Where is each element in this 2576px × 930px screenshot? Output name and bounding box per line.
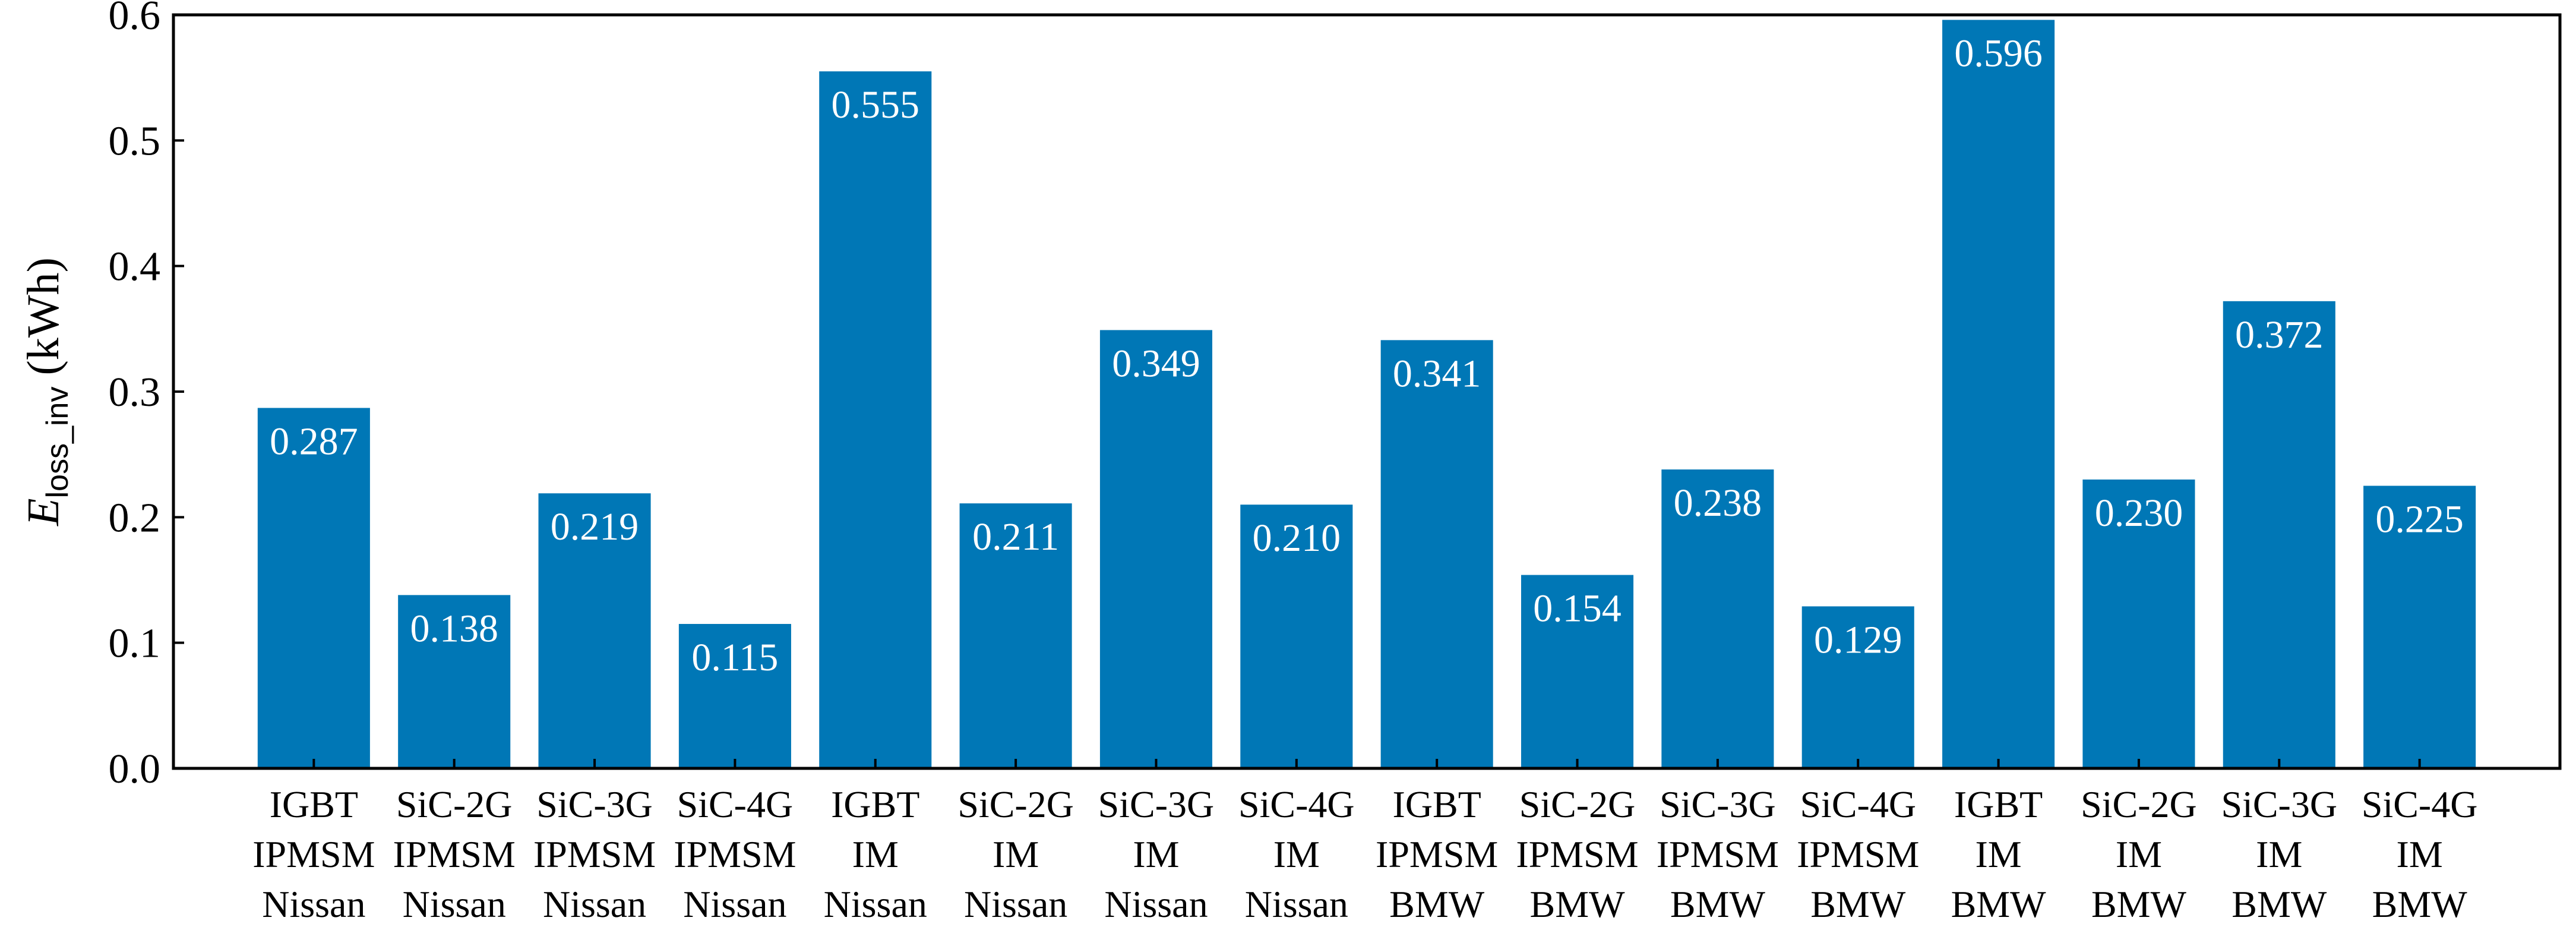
bar-value-label-3: 0.115: [691, 636, 778, 679]
y-axis: 0.0 0.1 0.2 0.3 0.4 0.5 0.6: [109, 0, 184, 792]
x-tick-label-9-line-2: BMW: [1530, 883, 1626, 925]
x-tick-label-1-line-2: Nissan: [403, 883, 506, 925]
x-tick-label-15-line-1: IM: [2397, 833, 2443, 875]
bar-6: [1099, 330, 1213, 768]
x-tick-label-14-line-1: IM: [2256, 833, 2302, 875]
x-tick-label-1-line-0: SiC-2G: [396, 783, 513, 825]
x-tick-label-15-line-0: SiC-4G: [2362, 783, 2478, 825]
bar-value-label-0: 0.287: [270, 420, 358, 463]
x-tick-label-1-line-1: IPMSM: [393, 833, 516, 875]
x-tick-label-8-line-0: IGBT: [1393, 783, 1481, 825]
bar-value-labels: 0.287 0.138 0.219 0.115 0.555 0.211 0.349 0.210…: [270, 31, 2464, 679]
y-axis-title-unit: (kWh): [18, 257, 68, 386]
bar-9: [1521, 575, 1634, 768]
y-axis-title-subscript: loss_inv: [40, 387, 75, 499]
x-tick-label-14-line-0: SiC-3G: [2221, 783, 2337, 825]
bar-7: [1240, 505, 1353, 768]
y-axis-title: Eloss_inv (kWh): [18, 257, 75, 527]
bar-13: [2082, 479, 2195, 768]
x-tick-label-13-line-1: IM: [2116, 833, 2162, 875]
bar-0: [257, 408, 370, 768]
y-tick-label-3: 0.3: [109, 370, 161, 415]
x-tick-label-15-line-2: BMW: [2372, 883, 2468, 925]
x-tick-label-7-line-2: Nissan: [1245, 883, 1348, 925]
x-tick-label-11-line-2: BMW: [1810, 883, 1906, 925]
x-tick-label-0-line-1: IPMSM: [252, 833, 375, 875]
y-tick-label-1: 0.1: [109, 621, 161, 667]
x-tick-label-10-line-1: IPMSM: [1657, 833, 1779, 875]
x-tick-label-2-line-0: SiC-3G: [536, 783, 653, 825]
bar-5: [959, 503, 1072, 768]
x-tick-label-6-line-0: SiC-3G: [1098, 783, 1215, 825]
x-tick-label-6-line-1: IM: [1133, 833, 1179, 875]
plot-frame: [172, 13, 2562, 770]
x-tick-label-9-line-0: SiC-2G: [1519, 783, 1636, 825]
x-tick-label-3-line-1: IPMSM: [674, 833, 796, 875]
bar-value-label-7: 0.210: [1253, 516, 1341, 560]
bar-14: [2223, 301, 2335, 769]
x-tick-label-4-line-0: IGBT: [831, 783, 919, 825]
bar-value-label-15: 0.225: [2375, 498, 2464, 541]
bar-value-label-13: 0.230: [2095, 491, 2183, 535]
bar-4: [819, 71, 932, 769]
bar-1: [398, 595, 511, 768]
y-axis-title-symbol: E: [18, 498, 68, 526]
bar-10: [1661, 469, 1774, 768]
x-tick-label-12-line-2: BMW: [1951, 883, 2047, 925]
x-tick-label-14-line-2: BMW: [2232, 883, 2327, 925]
bar-value-label-4: 0.555: [832, 83, 920, 127]
x-tick-label-12-line-0: IGBT: [1954, 783, 2043, 825]
x-tick-label-0-line-2: Nissan: [262, 883, 365, 925]
bar-value-label-11: 0.129: [1814, 618, 1902, 661]
bar-2: [538, 493, 651, 768]
bar-value-label-5: 0.211: [972, 515, 1059, 559]
x-tick-label-13-line-2: BMW: [2091, 883, 2187, 925]
x-tick-label-0-line-0: IGBT: [270, 783, 358, 825]
x-tick-label-8-line-1: IPMSM: [1376, 833, 1498, 875]
y-tick-label-2: 0.2: [109, 495, 161, 541]
bars-group: [257, 20, 2476, 769]
x-axis: IGBT IPMSM Nissan SiC-2G IPMSM Nissan SiC-3G IP…: [252, 759, 2477, 925]
x-tick-label-11-line-1: IPMSM: [1797, 833, 1919, 875]
bar-value-label-1: 0.138: [410, 607, 498, 650]
x-tick-label-6-line-2: Nissan: [1104, 883, 1208, 925]
x-tick-label-10-line-2: BMW: [1670, 883, 1766, 925]
x-tick-label-5-line-2: Nissan: [964, 883, 1067, 925]
bar-value-label-10: 0.238: [1674, 481, 1762, 525]
bar-8: [1380, 340, 1493, 768]
y-tick-label-0: 0.0: [109, 746, 161, 792]
x-tick-label-11-line-0: SiC-4G: [1800, 783, 1916, 825]
bar-value-label-14: 0.372: [2235, 313, 2324, 357]
x-tick-label-13-line-0: SiC-2G: [2081, 783, 2197, 825]
bar-value-label-9: 0.154: [1533, 587, 1622, 630]
x-tick-label-12-line-1: IM: [1975, 833, 2021, 875]
bar-12: [1942, 20, 2055, 768]
x-tick-label-3-line-0: SiC-4G: [677, 783, 794, 825]
x-tick-label-4-line-1: IM: [852, 833, 899, 875]
x-tick-label-4-line-2: Nissan: [824, 883, 927, 925]
bar-value-label-12: 0.596: [1954, 31, 2043, 75]
x-tick-label-10-line-0: SiC-3G: [1660, 783, 1776, 825]
x-tick-label-8-line-2: BMW: [1389, 883, 1485, 925]
bar-3: [678, 623, 791, 768]
y-tick-label-4: 0.4: [109, 244, 161, 290]
x-tick-label-5-line-0: SiC-2G: [957, 783, 1074, 825]
bar-value-label-6: 0.349: [1112, 342, 1200, 385]
bar-15: [2363, 486, 2476, 768]
y-tick-label-5: 0.5: [109, 118, 161, 164]
y-tick-label-6: 0.6: [109, 0, 161, 39]
x-tick-label-7-line-0: SiC-4G: [1238, 783, 1355, 825]
bar-value-label-2: 0.219: [551, 505, 639, 548]
x-tick-label-2-line-2: Nissan: [543, 883, 646, 925]
bar-value-label-8: 0.341: [1393, 352, 1481, 395]
x-tick-label-9-line-1: IPMSM: [1516, 833, 1638, 875]
x-tick-label-2-line-1: IPMSM: [533, 833, 656, 875]
x-tick-label-3-line-2: Nissan: [683, 883, 786, 925]
x-tick-label-5-line-1: IM: [993, 833, 1039, 875]
bar-11: [1801, 606, 1914, 768]
x-tick-label-7-line-1: IM: [1273, 833, 1320, 875]
